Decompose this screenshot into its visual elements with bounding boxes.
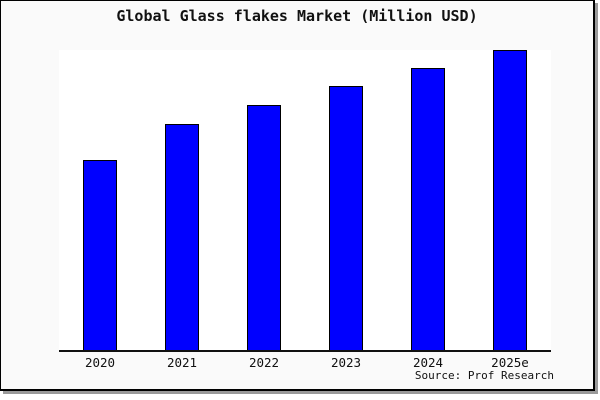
bar-2020 bbox=[83, 160, 117, 350]
bar-2024 bbox=[411, 68, 445, 350]
bar-2022 bbox=[247, 105, 281, 350]
bar-2021 bbox=[165, 124, 199, 350]
x-tick-label: 2025e bbox=[491, 355, 529, 370]
x-axis-labels: 2020 2021 2022 2023 2024 2025e bbox=[59, 355, 551, 370]
x-tick-label: 2024 bbox=[412, 355, 444, 370]
chart-canvas: Global Glass flakes Market (Million USD)… bbox=[0, 0, 595, 391]
source-credit: Source: Prof Research bbox=[414, 369, 554, 382]
plot-area bbox=[59, 50, 551, 352]
x-tick-label: 2021 bbox=[166, 355, 198, 370]
x-tick-label: 2022 bbox=[248, 355, 280, 370]
bar-2023 bbox=[329, 86, 363, 350]
x-tick-label: 2023 bbox=[330, 355, 362, 370]
chart-title: Global Glass flakes Market (Million USD) bbox=[116, 7, 478, 25]
bar-2025e bbox=[493, 50, 527, 350]
x-tick-label: 2020 bbox=[84, 355, 116, 370]
